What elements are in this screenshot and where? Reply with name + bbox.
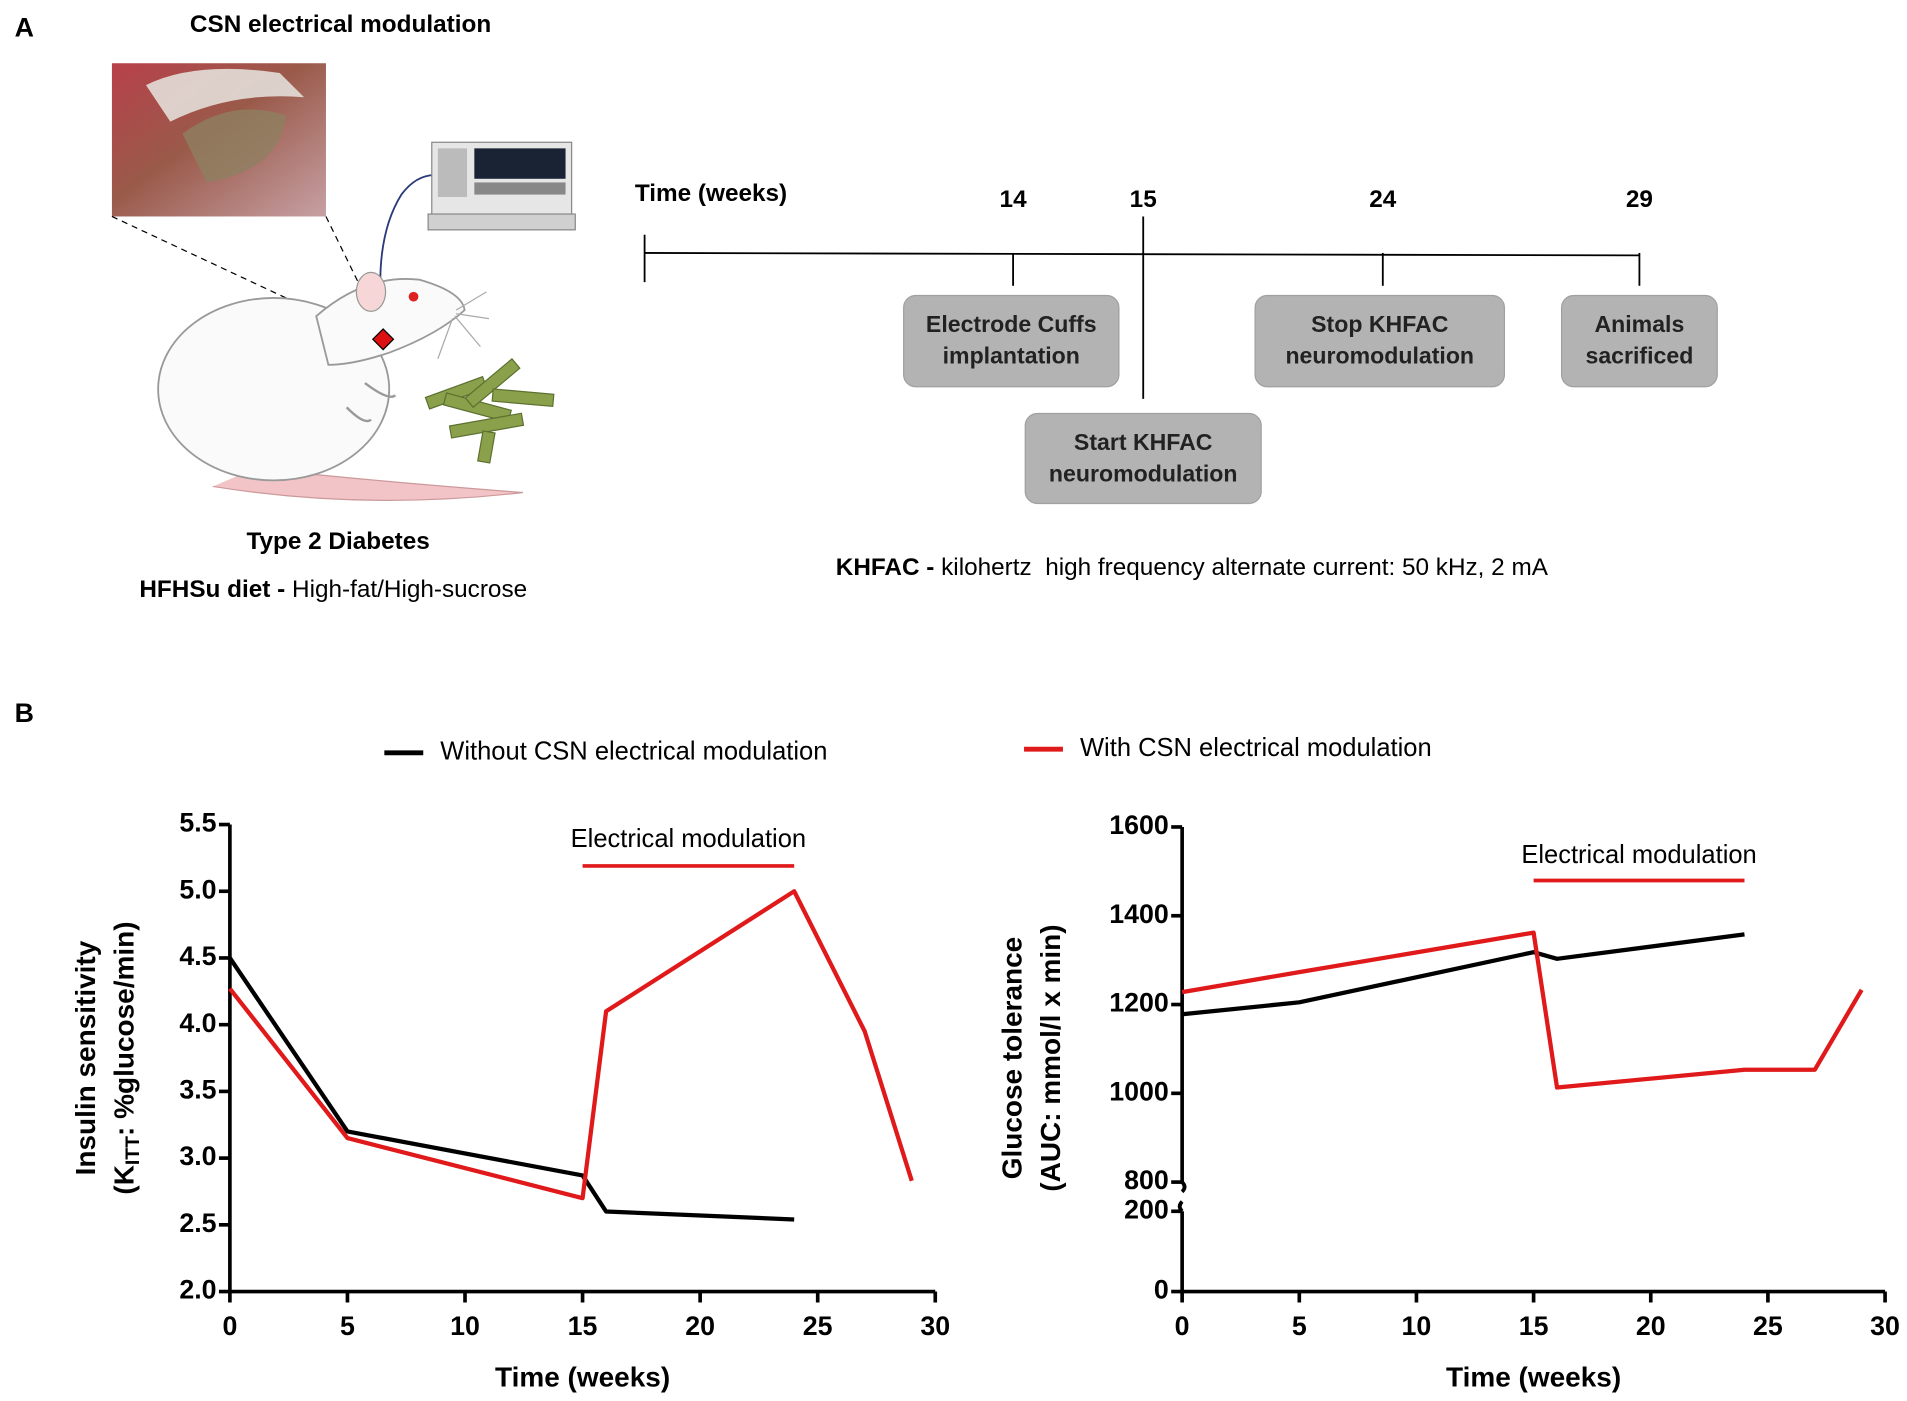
timeline-box-text: Start KHFAC xyxy=(1074,429,1213,455)
y-tick-label: 1200 xyxy=(1109,988,1169,1018)
annotation-text: Electrical modulation xyxy=(1521,841,1756,869)
y-tick-label: 3.5 xyxy=(179,1074,216,1104)
legend-label: Without CSN electrical modulation xyxy=(440,738,827,766)
x-tick-label: 25 xyxy=(1753,1311,1783,1341)
timeline: 14 15 24 29 Electrode Cuffs implantation Start… xyxy=(903,186,1718,505)
y-axis-label-part: : %glucose/min) xyxy=(109,921,140,1135)
x-tick-label: 20 xyxy=(1636,1311,1666,1341)
axis-break xyxy=(1177,1180,1187,1213)
device-base xyxy=(427,213,576,231)
x-tick-label: 5 xyxy=(340,1311,355,1341)
timeline-box-text: Stop KHFAC xyxy=(1311,311,1449,337)
annotation-text: Electrical modulation xyxy=(571,825,806,853)
caption: Type 2 Diabetes xyxy=(246,528,429,555)
timeline-tick-label: 29 xyxy=(1626,186,1653,213)
timeline-box xyxy=(1254,294,1506,388)
y-axis-label: (AUC: mmol/l x min) xyxy=(1036,924,1067,1191)
timeline-box-text: neuromodulation xyxy=(1285,343,1474,369)
x-axis-label: Time (weeks) xyxy=(1446,1362,1621,1393)
photo-cuff xyxy=(182,109,286,183)
y-tick-label: 200 xyxy=(1124,1194,1169,1224)
rat-eye xyxy=(408,291,419,302)
x-tick-label: 10 xyxy=(450,1311,480,1341)
x-axis-label: Time (weeks) xyxy=(495,1362,670,1393)
x-tick-label: 0 xyxy=(1175,1311,1190,1341)
rat-paws xyxy=(345,382,397,423)
diet-text: High-fat/High-sucrose xyxy=(292,576,527,603)
y-tick-label: 1000 xyxy=(1109,1076,1169,1106)
timeline-box-text: neuromodulation xyxy=(1049,461,1238,487)
timeline-line xyxy=(644,252,1640,257)
y-tick-label: 5.0 xyxy=(179,874,216,904)
rat-ear xyxy=(355,271,387,312)
y-axis-label: Insulin sensitivity xyxy=(70,940,101,1175)
timeline-tick-label: 15 xyxy=(1130,186,1157,213)
diet: HFHSu diet - High-fat/High-sucrose xyxy=(139,576,527,603)
x-tick-label: 5 xyxy=(1292,1311,1307,1341)
y-tick-label: 800 xyxy=(1124,1165,1169,1195)
device-buttons xyxy=(474,182,566,195)
x-tick-label: 25 xyxy=(803,1311,833,1341)
y-axis-label-part: (AUC: mmol/l x min) xyxy=(1036,924,1067,1191)
legend-label: With CSN electrical modulation xyxy=(1080,734,1432,762)
y-axis-label-part: (K xyxy=(109,1165,140,1195)
device-panel xyxy=(437,148,468,198)
y-tick-label: 4.0 xyxy=(179,1008,216,1038)
x-tick-label: 30 xyxy=(920,1311,950,1341)
x-tick-label: 30 xyxy=(1870,1311,1900,1341)
y-tick-label: 2.5 xyxy=(179,1208,216,1238)
rat-head xyxy=(315,278,466,366)
x-tick-label: 15 xyxy=(568,1311,598,1341)
charts: 2.0 2.5 3.0 3.5 4.0 4.5 5.0 5.5 0 5 10 15 20 25 30 Time… xyxy=(70,734,1900,1393)
line-series xyxy=(1181,932,1745,1017)
diet-bold: HFHSu diet - xyxy=(139,576,285,603)
y-axis-label-subscript: ITT xyxy=(122,1136,144,1165)
y-tick-label: 3.0 xyxy=(179,1141,216,1171)
timeline-box-text: Animals xyxy=(1594,311,1684,337)
device-screen xyxy=(474,148,566,179)
timeline-title: Time (weeks) xyxy=(635,180,787,207)
x-tick-label: 10 xyxy=(1402,1311,1432,1341)
timeline-box-text: Electrode Cuffs xyxy=(926,311,1097,337)
footnote-text: kilohertz high frequency alternate curre… xyxy=(941,555,1549,582)
footnote-bold: KHFAC - xyxy=(836,555,935,582)
x-tick-label: 15 xyxy=(1519,1311,1549,1341)
y-tick-label: 4.5 xyxy=(179,941,216,971)
timeline-tick-label: 14 xyxy=(1000,186,1028,213)
y-tick-label: 2.0 xyxy=(179,1275,216,1305)
electrode xyxy=(371,328,395,351)
y-tick-label: 0 xyxy=(1154,1275,1169,1305)
y-axis-label: (KITT: %glucose/min) xyxy=(109,921,144,1194)
timeline-box-text: implantation xyxy=(943,343,1080,369)
timeline-box xyxy=(1560,294,1718,388)
panel-label: A xyxy=(15,12,34,42)
pellets xyxy=(424,358,555,464)
line-series xyxy=(228,889,914,1201)
y-axis-label: Glucose tolerance xyxy=(997,937,1028,1180)
timeline-box-text: sacrificed xyxy=(1585,343,1693,369)
line-series xyxy=(1181,930,1864,1090)
panel-title: CSN electrical modulation xyxy=(190,11,491,38)
y-tick-label: 5.5 xyxy=(179,808,216,838)
y-tick-label: 1600 xyxy=(1109,810,1169,840)
x-tick-label: 20 xyxy=(685,1311,715,1341)
timeline-box xyxy=(903,294,1120,388)
rat-whiskers xyxy=(437,291,490,359)
panel-label: B xyxy=(15,698,34,728)
footnote: KHFAC - kilohertz high frequency alterna… xyxy=(836,555,1549,582)
line-series xyxy=(228,956,795,1222)
y-tick-label: 1400 xyxy=(1109,899,1169,929)
photo-nerve xyxy=(145,68,305,122)
x-tick-label: 0 xyxy=(222,1311,237,1341)
timeline-box xyxy=(1024,412,1262,505)
timeline-tick-label: 24 xyxy=(1369,186,1397,213)
